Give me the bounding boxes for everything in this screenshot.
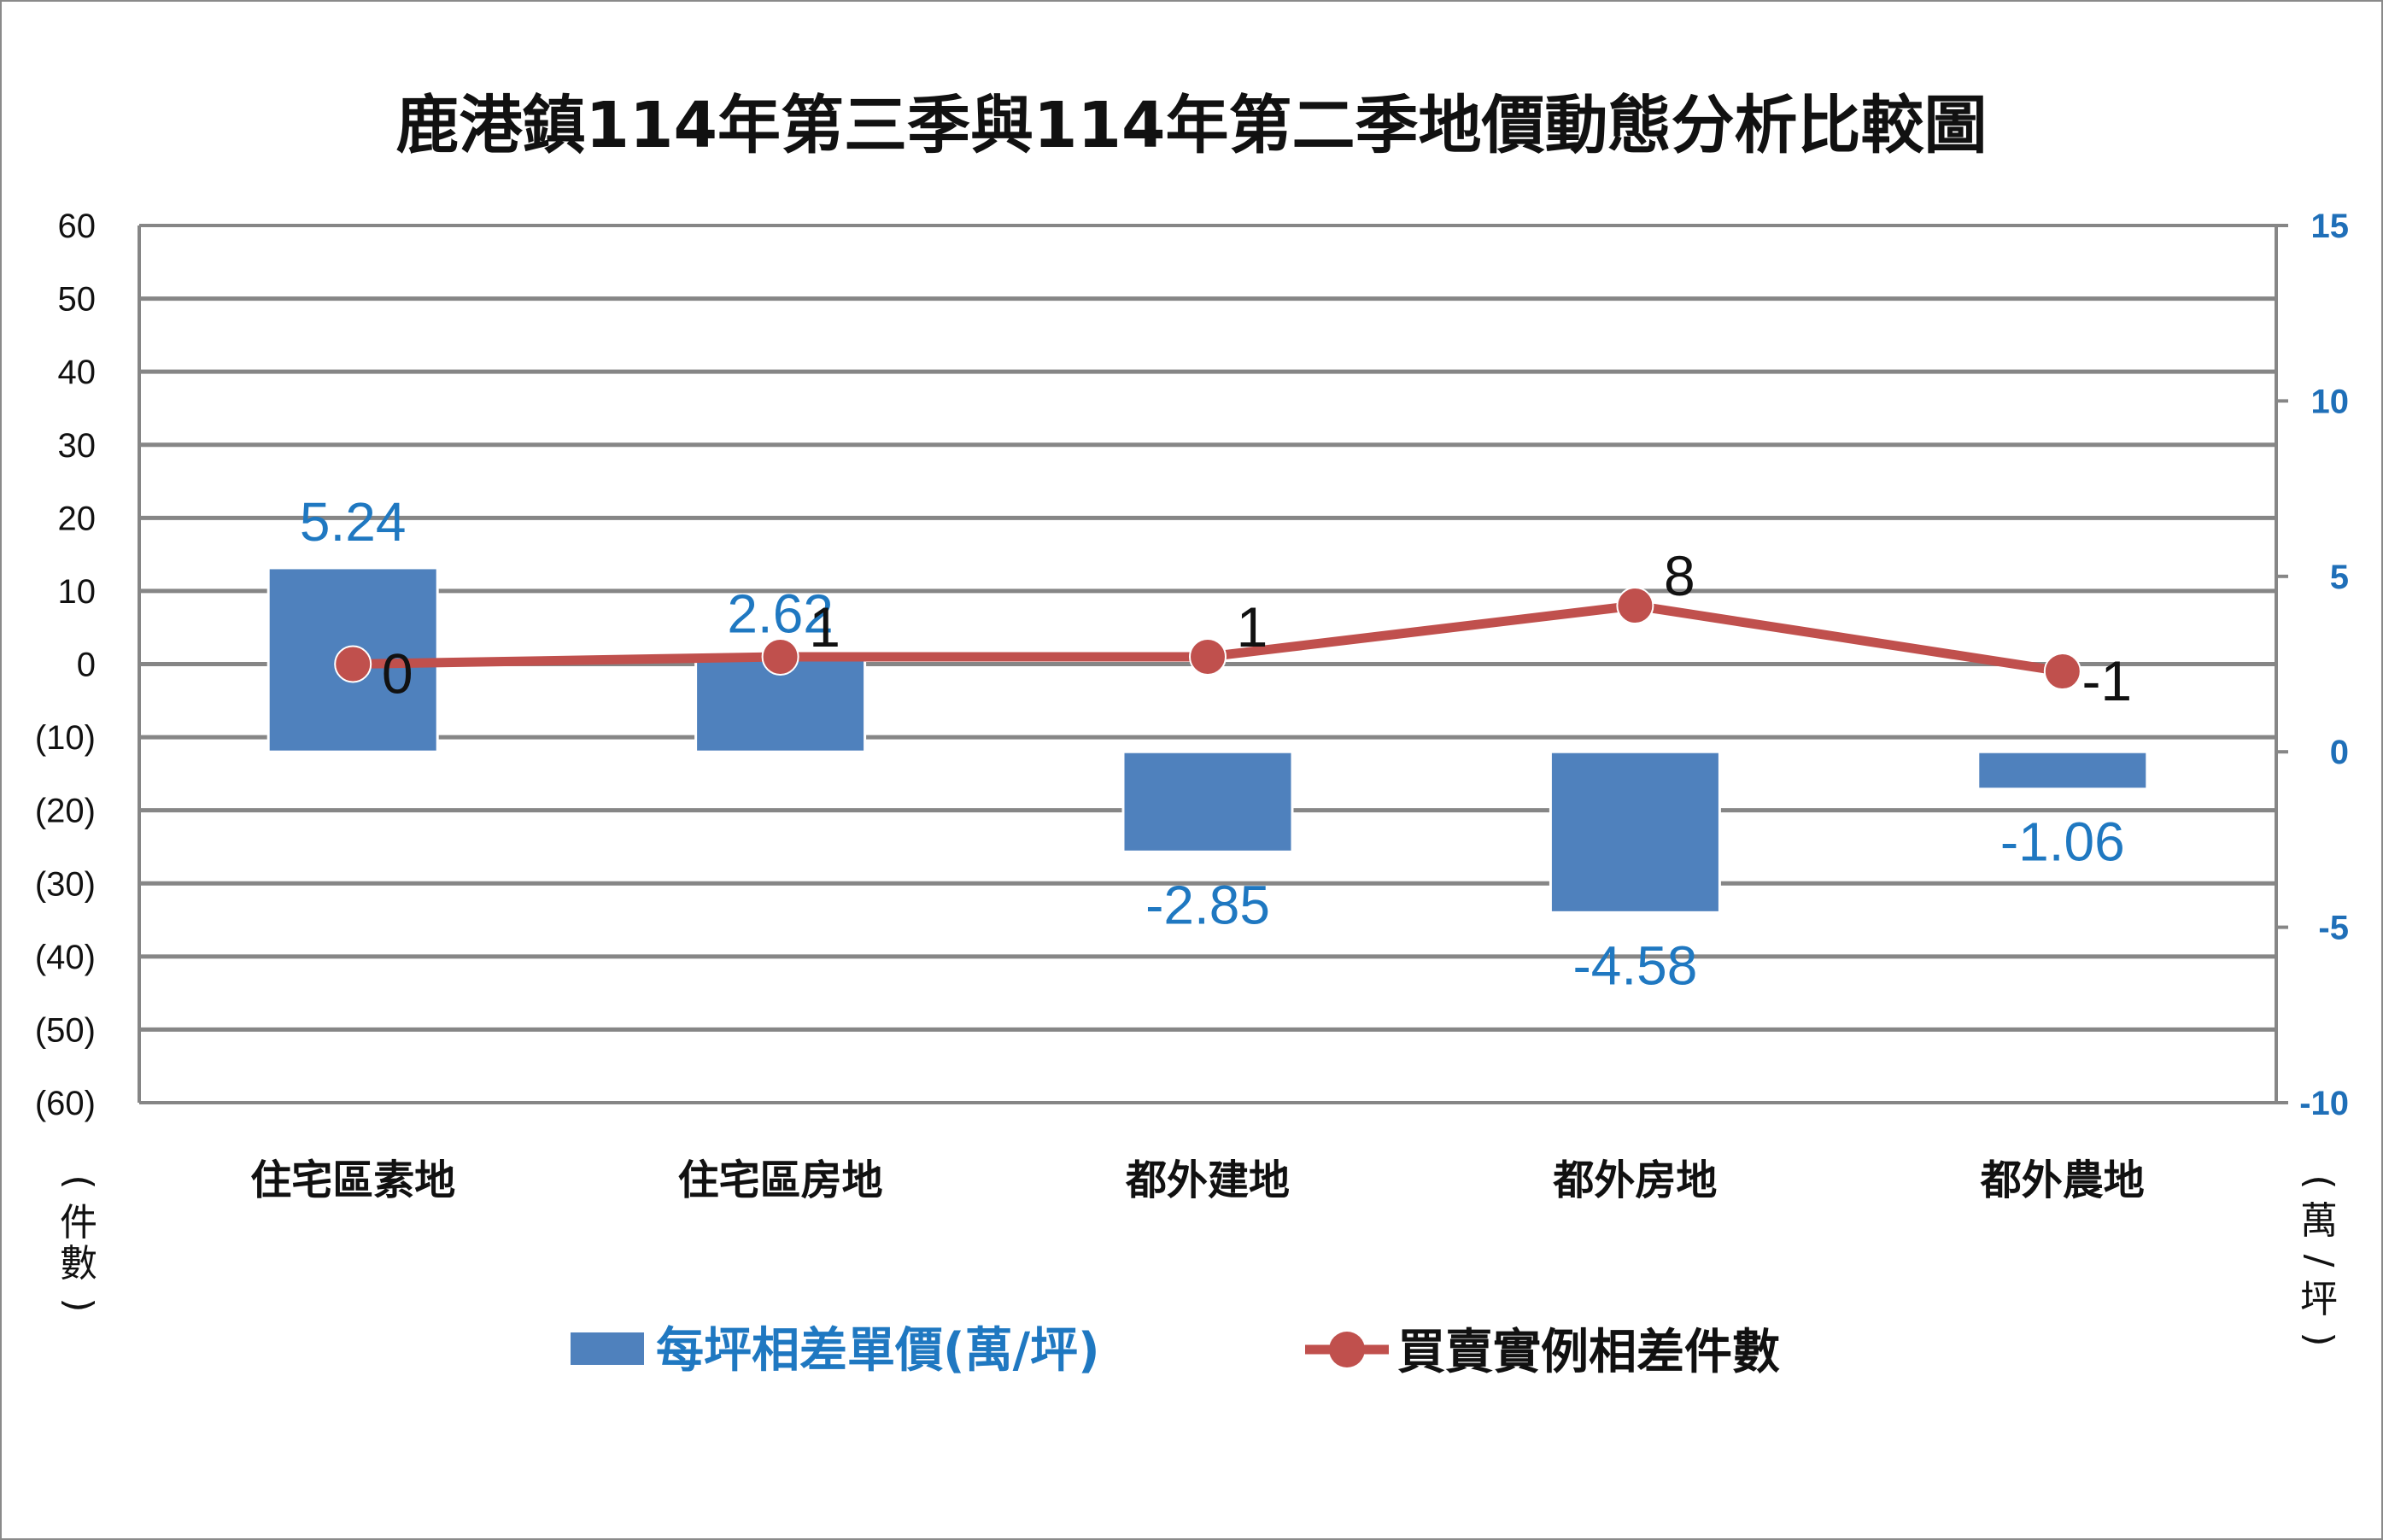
left-tick-label: (40) [35,939,96,976]
line-marker [2043,653,2081,691]
left-tick-label: 0 [77,647,96,684]
axis-ticks: 6050403020100(10)(20)(30)(40)(50)(60)151… [35,208,2349,1204]
legend-line-marker [1329,1332,1365,1367]
left-tick-label: 50 [58,281,97,319]
bar-data-label: 5.24 [300,491,407,553]
line-marker [761,637,799,676]
left-tick-label: 30 [58,427,97,465]
bar-data-label: -2.85 [1145,874,1270,935]
line-marker [1189,637,1227,676]
category-label: 住宅區素地 [250,1156,455,1204]
line-data-label: 1 [1237,595,1268,659]
right-tick-label: 5 [2330,559,2349,596]
line-data-label: 1 [809,595,840,659]
right-tick-label: 0 [2330,734,2349,771]
bar-data-label: -1.06 [2000,811,2125,873]
legend: 每坪相差單價(萬/坪) 買賣實例相差件數 [571,1323,1780,1380]
left-tick-label: 60 [58,208,97,245]
bar [1976,750,2149,791]
right-axis-unit-char: ( [2298,1174,2341,1189]
line-series [334,587,2081,691]
data-labels: 5.24 2.62 -2.85 -4.58 -1.06 0 1 1 8 -1 [300,491,2132,996]
left-axis-unit-char: 數 [60,1242,97,1285]
right-tick-label: 15 [2311,208,2350,245]
line-data-label: 0 [382,642,413,706]
left-axis-unit-char: ) [57,1297,101,1312]
left-tick-label: (60) [35,1085,96,1122]
left-tick-label: 10 [58,573,97,611]
right-axis-unit-char: 萬 [2300,1199,2338,1243]
bar-data-label: 2.62 [727,583,834,645]
category-label: 都外建地 [1125,1156,1290,1204]
legend-bar-label: 每坪相差單價(萬/坪) [656,1323,1100,1379]
right-axis-unit-char: 坪 [2300,1278,2338,1321]
legend-line-label: 買賣實例相差件數 [1397,1325,1780,1380]
category-label: 都外農地 [1980,1156,2145,1204]
left-tick-label: (20) [35,793,96,830]
left-axis-unit-char: 件 [60,1201,97,1244]
category-label: 住宅區房地 [678,1156,883,1204]
line-data-label: 8 [1664,544,1695,607]
axis-unit-labels: ( 件數) ( 萬 / 坪) [57,1174,2341,1346]
line-data-label: -1 [2081,649,2132,712]
bar-series [266,566,2149,914]
right-tick-label: -5 [2318,910,2349,947]
left-tick-label: 40 [58,354,97,391]
left-tick-label: (50) [35,1011,96,1049]
right-axis-unit-char: / [2298,1255,2341,1268]
line-marker [1616,587,1654,625]
bar-data-label: -4.58 [1572,934,1697,996]
bar [1549,750,1721,914]
legend-bar-swatch [571,1332,644,1365]
left-tick-label: (30) [35,865,96,903]
right-axis-unit-char: ) [2298,1332,2341,1346]
right-tick-label: 10 [2311,383,2350,420]
left-tick-label: 20 [58,500,97,537]
line-marker [334,645,372,683]
category-label: 都外房地 [1552,1156,1717,1204]
right-tick-label: -10 [2299,1085,2349,1122]
chart-title: 鹿港鎮114年第三季與114年第二季地價動態分析比較圖 [396,89,1988,162]
bar [1121,750,1294,853]
left-tick-label: (10) [35,719,96,757]
left-axis-unit-char: ( [57,1174,101,1189]
